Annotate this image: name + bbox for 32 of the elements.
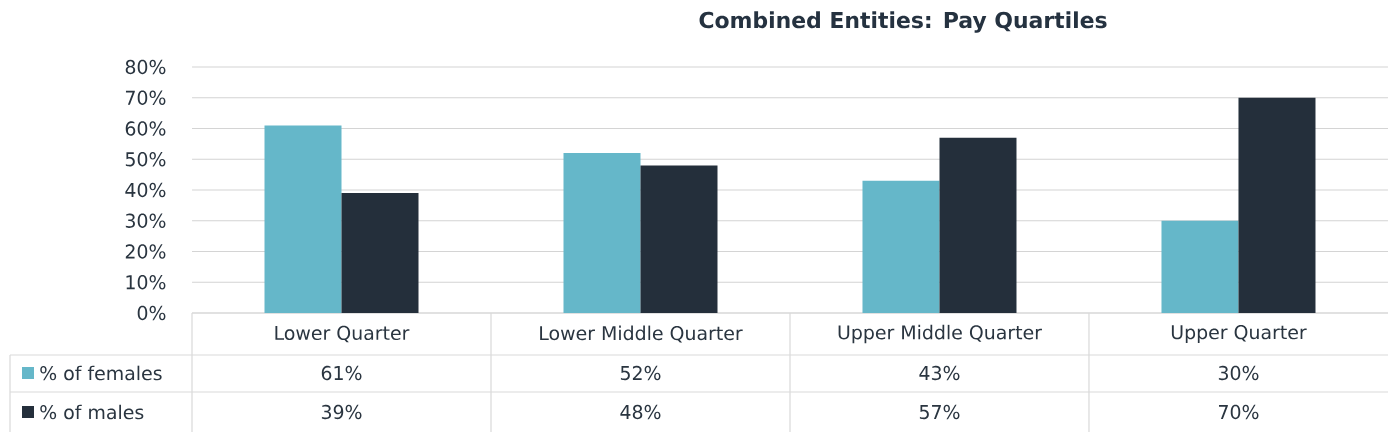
x-tick-label: Lower Quarter [275, 325, 410, 343]
data-label: 30% [1218, 365, 1259, 381]
y-tick-label: 10% [126, 275, 166, 290]
x-tick-label: Upper Quarter [1171, 325, 1307, 343]
data-label: 39% [321, 404, 362, 420]
legend-label: % of females [40, 365, 162, 381]
chart-title: Combined Entities: Pay Quartiles [699, 11, 1107, 33]
x-tick-label: Lower Middle Quarter [540, 325, 743, 343]
y-tick-label: 80% [125, 59, 166, 75]
y-tick-label: 30% [125, 213, 166, 228]
y-tick-label: 60% [125, 121, 166, 136]
bar [341, 193, 419, 313]
y-tick-label: 70% [125, 90, 166, 105]
bar [1161, 220, 1239, 313]
data-label: 61% [321, 365, 362, 381]
data-label: 70% [1218, 404, 1259, 420]
y-tick-label: 50% [125, 152, 166, 167]
bar [862, 180, 940, 313]
bar [1238, 97, 1316, 313]
legend-label: % of males [40, 404, 144, 420]
x-tick-label: Upper Middle Quarter [838, 324, 1042, 344]
bar [563, 153, 641, 313]
y-tick-label: 0% [137, 305, 166, 321]
data-label: 57% [919, 404, 960, 420]
bar [939, 137, 1017, 313]
data-label: 52% [620, 365, 661, 381]
data-label: 48% [620, 404, 661, 420]
data-label: 43% [919, 365, 960, 381]
bar [640, 165, 718, 313]
bar [264, 125, 342, 313]
y-tick-label: 20% [125, 244, 166, 259]
y-tick-label: 40% [125, 182, 166, 198]
